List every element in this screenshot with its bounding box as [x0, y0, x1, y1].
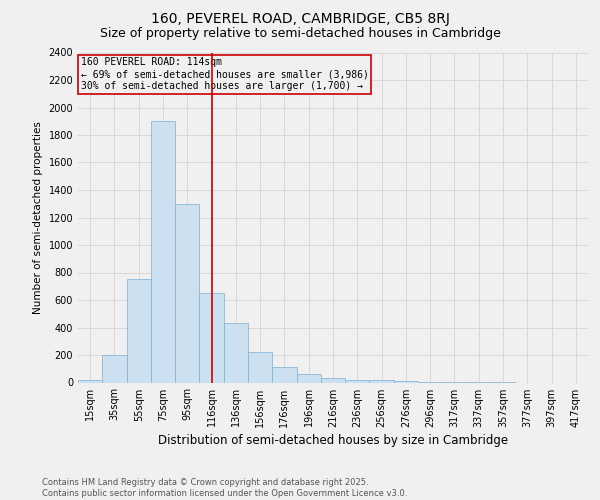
- Bar: [321, 378, 345, 382]
- Bar: [272, 368, 296, 382]
- Bar: [151, 121, 175, 382]
- X-axis label: Distribution of semi-detached houses by size in Cambridge: Distribution of semi-detached houses by …: [158, 434, 508, 446]
- Bar: [345, 380, 370, 382]
- Bar: [127, 280, 151, 382]
- Text: 160 PEVEREL ROAD: 114sqm
← 69% of semi-detached houses are smaller (3,986)
30% o: 160 PEVEREL ROAD: 114sqm ← 69% of semi-d…: [80, 58, 368, 90]
- Text: Size of property relative to semi-detached houses in Cambridge: Size of property relative to semi-detach…: [100, 28, 500, 40]
- Bar: [296, 374, 321, 382]
- Bar: [102, 355, 127, 382]
- Bar: [370, 380, 394, 382]
- Bar: [224, 324, 248, 382]
- Bar: [78, 380, 102, 382]
- Y-axis label: Number of semi-detached properties: Number of semi-detached properties: [33, 121, 43, 314]
- Text: Contains HM Land Registry data © Crown copyright and database right 2025.
Contai: Contains HM Land Registry data © Crown c…: [42, 478, 407, 498]
- Text: 160, PEVEREL ROAD, CAMBRIDGE, CB5 8RJ: 160, PEVEREL ROAD, CAMBRIDGE, CB5 8RJ: [151, 12, 449, 26]
- Bar: [394, 381, 418, 382]
- Bar: [248, 352, 272, 382]
- Bar: [175, 204, 199, 382]
- Bar: [199, 293, 224, 382]
